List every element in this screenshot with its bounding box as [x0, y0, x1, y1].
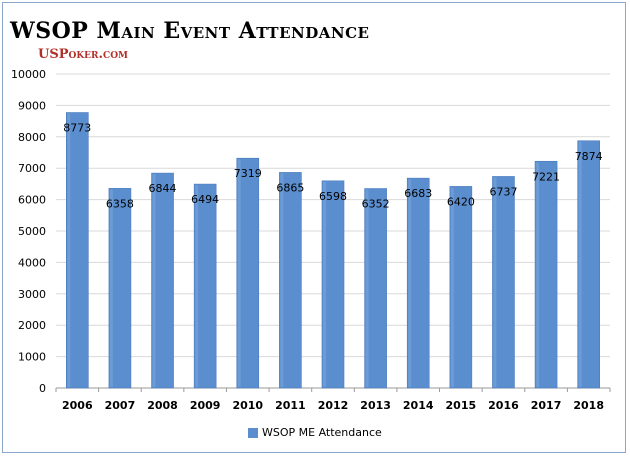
x-tick-label: 2008 [147, 399, 178, 412]
bar-2017 [534, 160, 558, 389]
x-tick-label: 2011 [275, 399, 306, 412]
data-label-2011: 6865 [276, 181, 304, 194]
bar-highlight-2018 [578, 141, 582, 387]
bar-highlight-2015 [450, 187, 454, 387]
data-label-2012: 6598 [319, 190, 347, 203]
chart-frame [2, 2, 626, 453]
x-tick-label: 2012 [318, 399, 349, 412]
bar-2007 [108, 188, 132, 389]
data-label-2017: 7221 [532, 170, 560, 183]
data-label-2006: 8773 [63, 122, 91, 135]
y-tick-label: 0 [39, 382, 46, 395]
legend-swatch [248, 427, 258, 438]
bar-2011 [279, 172, 302, 389]
bar-2009 [193, 183, 217, 389]
data-label-2018: 7874 [575, 150, 603, 163]
x-tick-label: 2016 [488, 399, 519, 412]
y-tick-label: 1000 [18, 351, 46, 364]
bar-2013 [364, 188, 387, 389]
brand-subtitle: USPoker.com [38, 47, 128, 62]
bar-highlight-2010 [237, 159, 241, 387]
bar-highlight-2012 [323, 181, 326, 387]
x-tick-label: 2010 [232, 399, 263, 412]
x-tick-label: 2017 [531, 399, 562, 412]
legend-label: WSOP ME Attendance [262, 426, 382, 439]
y-tick-label: 7000 [18, 162, 46, 175]
bar-2010 [236, 157, 260, 389]
y-tick-label: 6000 [18, 194, 46, 207]
legend: WSOP ME Attendance [248, 426, 382, 439]
y-tick-label: 10000 [11, 68, 46, 81]
bar-highlight-2006 [67, 113, 71, 387]
x-tick-label: 2013 [360, 399, 391, 412]
bar-highlight-2016 [493, 177, 497, 387]
data-label-2007: 6358 [106, 197, 134, 210]
bar-highlight-2009 [195, 185, 199, 387]
x-tick-label: 2009 [190, 399, 221, 412]
data-label-2016: 6737 [489, 185, 517, 198]
x-tick-label: 2018 [573, 399, 604, 412]
bar-highlight-2014 [408, 179, 412, 387]
bar-2016 [492, 176, 515, 389]
bar-2018 [577, 140, 600, 389]
data-label-2010: 7319 [234, 167, 262, 180]
x-tick-label: 2007 [105, 399, 136, 412]
data-label-2014: 6683 [404, 187, 432, 200]
x-tick-label: 2015 [446, 399, 477, 412]
y-tick-label: 2000 [18, 319, 46, 332]
x-tick-label: 2006 [62, 399, 93, 412]
bar-2015 [449, 186, 473, 389]
data-label-2015: 6420 [447, 195, 475, 208]
y-tick-label: 3000 [18, 288, 46, 301]
bar-highlight-2008 [152, 174, 156, 387]
y-tick-label: 8000 [18, 131, 46, 144]
bars [66, 112, 600, 389]
data-label-2013: 6352 [362, 198, 390, 211]
bar-2006 [66, 112, 89, 389]
bar-highlight-2013 [365, 189, 369, 387]
y-tick-label: 4000 [18, 256, 46, 269]
bar-highlight-2017 [536, 162, 540, 387]
bar-highlight-2011 [280, 173, 284, 387]
bar-2014 [406, 177, 430, 389]
y-tick-label: 5000 [18, 225, 46, 238]
data-label-2009: 6494 [191, 193, 219, 206]
bar-2008 [151, 172, 174, 389]
chart-title: WSOP Main Event Attendance [10, 18, 370, 44]
data-labels: 8773 6358 6844 6494 7319 6865 6598 6352 6683 6420… [63, 122, 602, 211]
data-label-2008: 6844 [149, 182, 177, 195]
x-tick-label: 2014 [403, 399, 434, 412]
y-axis-ticks: 0 1000 2000 3000 4000 5000 6000 7000 8000 9000 100… [11, 68, 46, 395]
bar-highlight-2007 [109, 189, 113, 387]
x-axis-ticks: 2006 2007 2008 2009 2010 2011 2012 2013 2014 2015… [55, 388, 611, 412]
y-tick-label: 9000 [18, 99, 46, 112]
bar-2012 [321, 180, 345, 389]
